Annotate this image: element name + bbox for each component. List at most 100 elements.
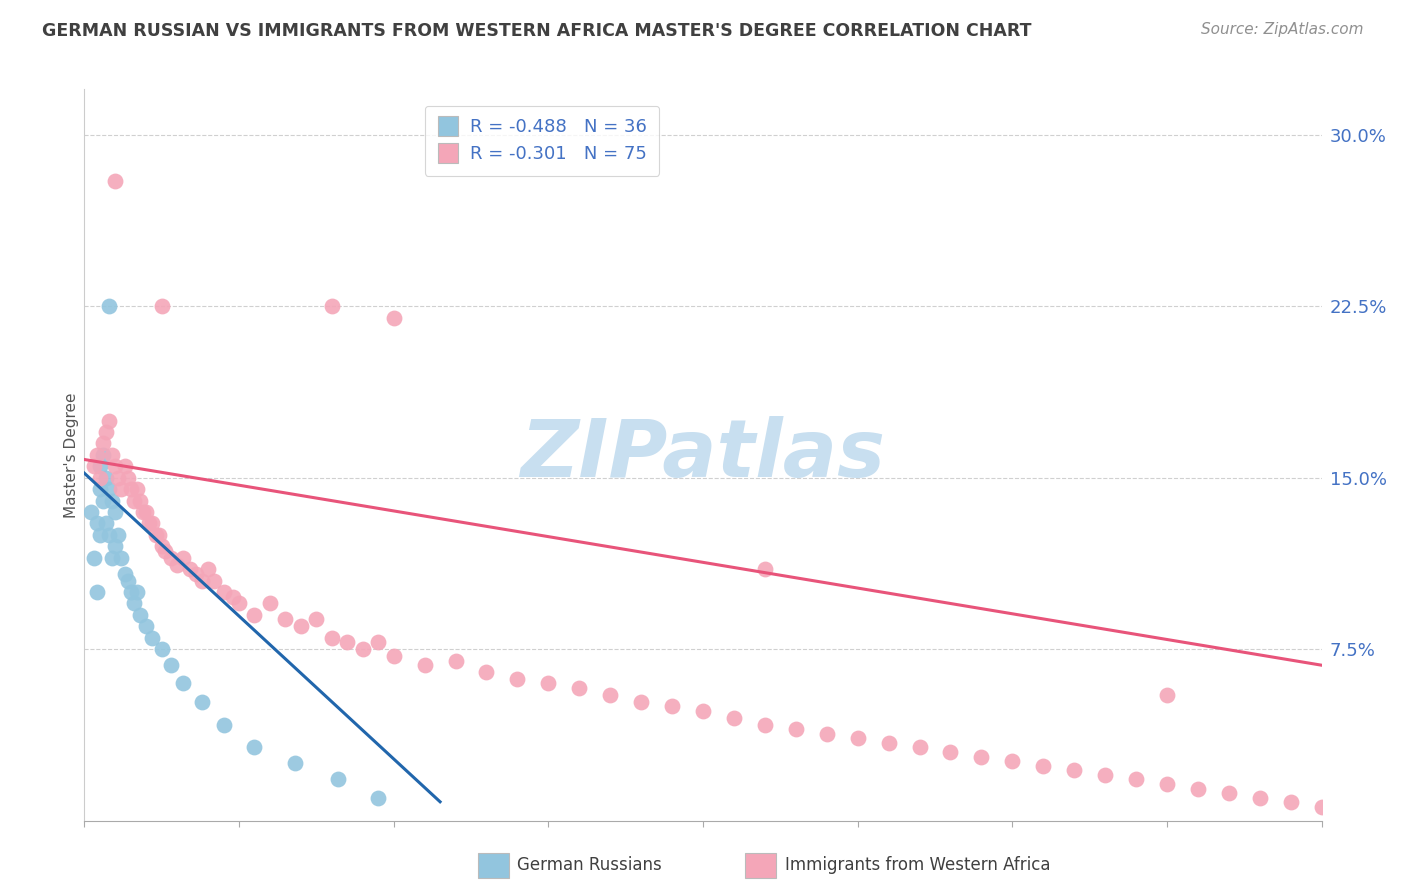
Point bbox=[785, 723, 807, 737]
Point bbox=[846, 731, 869, 746]
Point bbox=[179, 562, 201, 576]
Point bbox=[1218, 786, 1240, 800]
Point bbox=[98, 528, 121, 542]
Point bbox=[83, 459, 105, 474]
Point bbox=[259, 597, 281, 611]
Point bbox=[1187, 781, 1209, 796]
Point bbox=[1156, 777, 1178, 791]
Point bbox=[1249, 790, 1271, 805]
Point bbox=[537, 676, 560, 690]
Point bbox=[475, 665, 498, 679]
Point bbox=[228, 597, 250, 611]
Legend: R = -0.488   N = 36, R = -0.301   N = 75: R = -0.488 N = 36, R = -0.301 N = 75 bbox=[425, 105, 659, 176]
Point bbox=[107, 528, 129, 542]
Point bbox=[91, 436, 114, 450]
Point bbox=[150, 539, 173, 553]
Point bbox=[150, 299, 173, 313]
Point bbox=[135, 619, 157, 633]
Point bbox=[191, 574, 214, 588]
Point bbox=[939, 745, 962, 759]
Point bbox=[191, 695, 214, 709]
Point bbox=[98, 482, 121, 496]
Point bbox=[104, 459, 127, 474]
Point bbox=[86, 585, 108, 599]
Text: GERMAN RUSSIAN VS IMMIGRANTS FROM WESTERN AFRICA MASTER'S DEGREE CORRELATION CHA: GERMAN RUSSIAN VS IMMIGRANTS FROM WESTER… bbox=[42, 22, 1032, 40]
Point bbox=[877, 736, 900, 750]
Point bbox=[94, 471, 117, 485]
Point bbox=[1063, 764, 1085, 778]
Point bbox=[202, 574, 225, 588]
Text: Source: ZipAtlas.com: Source: ZipAtlas.com bbox=[1201, 22, 1364, 37]
Point bbox=[352, 642, 374, 657]
Point bbox=[444, 654, 467, 668]
Point bbox=[160, 658, 183, 673]
Point bbox=[89, 482, 111, 496]
Point bbox=[110, 550, 132, 565]
Point bbox=[1094, 768, 1116, 782]
Point bbox=[1156, 688, 1178, 702]
Point bbox=[290, 619, 312, 633]
Point bbox=[129, 607, 152, 622]
Point bbox=[122, 493, 145, 508]
Point bbox=[94, 425, 117, 439]
Point bbox=[135, 505, 157, 519]
Text: ZIPatlas: ZIPatlas bbox=[520, 416, 886, 494]
Point bbox=[166, 558, 188, 572]
Point bbox=[125, 482, 148, 496]
Point bbox=[107, 471, 129, 485]
Point bbox=[160, 550, 183, 565]
Point bbox=[336, 635, 359, 649]
Point bbox=[1001, 754, 1024, 768]
Point bbox=[754, 717, 776, 731]
Point bbox=[101, 448, 124, 462]
Point bbox=[129, 493, 152, 508]
Point bbox=[91, 448, 114, 462]
Point bbox=[212, 585, 235, 599]
Point bbox=[86, 516, 108, 531]
Point bbox=[754, 562, 776, 576]
Point bbox=[132, 505, 155, 519]
Point bbox=[141, 516, 163, 531]
Point bbox=[98, 299, 121, 313]
Point bbox=[94, 516, 117, 531]
Point bbox=[367, 635, 389, 649]
Text: Immigrants from Western Africa: Immigrants from Western Africa bbox=[785, 856, 1050, 874]
Point bbox=[89, 459, 111, 474]
Point bbox=[101, 493, 124, 508]
Point bbox=[222, 590, 245, 604]
Point bbox=[661, 699, 683, 714]
Point bbox=[1310, 800, 1333, 814]
Point bbox=[184, 566, 207, 581]
Point bbox=[1032, 758, 1054, 772]
Point bbox=[138, 516, 160, 531]
Point bbox=[114, 566, 136, 581]
Text: German Russians: German Russians bbox=[517, 856, 662, 874]
Point bbox=[148, 528, 170, 542]
Point bbox=[101, 550, 124, 565]
Point bbox=[150, 642, 173, 657]
Point bbox=[89, 528, 111, 542]
Point bbox=[321, 631, 343, 645]
Point bbox=[1279, 796, 1302, 810]
Point bbox=[243, 740, 266, 755]
Point bbox=[172, 550, 194, 565]
Point bbox=[599, 688, 621, 702]
Point bbox=[98, 414, 121, 428]
Point bbox=[141, 631, 163, 645]
Point bbox=[197, 562, 219, 576]
Point bbox=[284, 756, 307, 771]
Y-axis label: Master's Degree: Master's Degree bbox=[63, 392, 79, 517]
Point bbox=[413, 658, 436, 673]
Point bbox=[506, 672, 529, 686]
Point bbox=[114, 459, 136, 474]
Point bbox=[125, 585, 148, 599]
Point bbox=[117, 574, 139, 588]
Point bbox=[326, 772, 349, 787]
Point bbox=[79, 505, 101, 519]
Point bbox=[153, 544, 176, 558]
Point bbox=[908, 740, 931, 755]
Point bbox=[630, 695, 652, 709]
Point bbox=[723, 711, 745, 725]
Point bbox=[382, 310, 405, 325]
Point bbox=[382, 649, 405, 664]
